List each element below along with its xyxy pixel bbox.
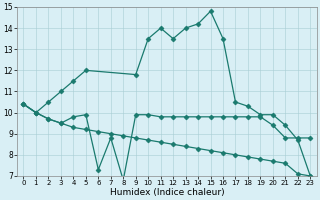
X-axis label: Humidex (Indice chaleur): Humidex (Indice chaleur)	[109, 188, 224, 197]
